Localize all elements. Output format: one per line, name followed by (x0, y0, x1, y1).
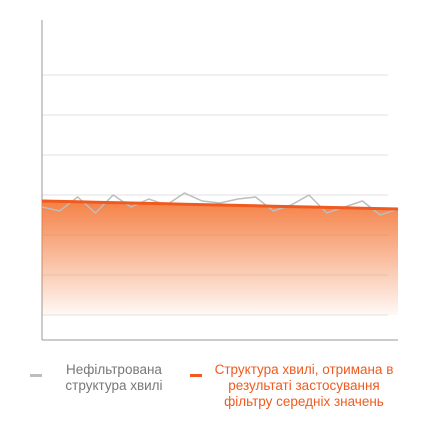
legend-label: Структура хвилі, отримана в результаті з… (214, 362, 394, 409)
legend-key (30, 374, 42, 377)
area (42, 201, 398, 315)
legend-item: Нефільтрована структура хвилі (30, 362, 180, 410)
legend: Нефільтрована структура хвилі Структура х… (30, 362, 430, 410)
legend-key (190, 374, 202, 377)
legend-item: Структура хвилі, отримана в результаті з… (190, 362, 400, 410)
series-line (41, 199, 399, 211)
legend-label: Нефільтрована структура хвилі (65, 362, 163, 393)
chart (41, 20, 399, 341)
